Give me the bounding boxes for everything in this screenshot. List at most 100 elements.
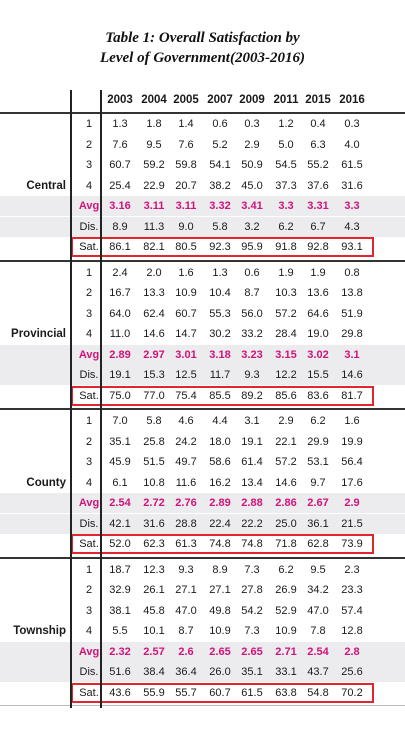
table-cell: 0.6 (212, 118, 228, 130)
table-cell: 22.4 (209, 517, 231, 530)
table-cell: 47.0 (307, 604, 329, 617)
table-row: Sat. 75.0 77.0 75.4 85.5 89.2 85.6 83.6 81.7 (0, 386, 405, 406)
table-cell: 10.9 (175, 287, 197, 299)
row-label: 2 (85, 138, 93, 151)
row-label: Avg (78, 348, 100, 361)
table-row: 4 25.4 22.9 20.7 38.2 45.0 37.3 37.6 31.6 (0, 176, 405, 196)
table-cell: 9.0 (178, 220, 194, 233)
section-name: Provincial (11, 328, 66, 340)
table-cell: 4.6 (178, 415, 194, 427)
table-cell: 29.9 (307, 435, 329, 448)
row-label: 4 (85, 625, 93, 637)
table-cell: 3.18 (209, 348, 231, 361)
row-label: Dis. (79, 220, 99, 233)
table-cell: 1.2 (278, 118, 294, 130)
table-cell: 19.9 (341, 435, 363, 448)
section-rule (0, 408, 405, 410)
table-cell: 4.4 (212, 415, 228, 427)
table-row: 1 2.4 2.0 1.6 1.3 0.6 1.9 1.9 0.8 (0, 263, 405, 283)
table-cell: 2.54 (307, 645, 329, 658)
table-cell: 54.8 (307, 686, 329, 699)
table-cell: 21.5 (341, 517, 363, 530)
table-cell: 12.2 (275, 369, 297, 381)
table-cell: 13.4 (241, 476, 263, 489)
table-row: 2 7.6 9.5 7.6 5.2 2.9 5.0 6.3 4.0 (0, 135, 405, 155)
satisfaction-highlight-box (71, 682, 374, 703)
table-cell: 19.1 (241, 435, 263, 448)
table-row: 3 45.9 51.5 49.7 58.6 61.4 57.2 53.1 56.4 (0, 452, 405, 472)
table-cell: 5.5 (112, 625, 128, 637)
table-cell: 2.0 (146, 266, 162, 279)
table-cell: 54.1 (209, 159, 231, 171)
table-cell: 77.0 (143, 389, 165, 402)
table-cell: 64.6 (307, 307, 329, 320)
table-cell: 3.23 (241, 348, 263, 361)
table-cell: 26.0 (209, 666, 231, 678)
table-cell: 59.8 (175, 159, 197, 171)
year-header: 2003 (107, 94, 133, 106)
table-cell: 10.9 (275, 625, 297, 637)
table-cell: 73.9 (341, 538, 363, 550)
table-cell: 26.9 (275, 584, 297, 596)
row-label: Avg (78, 645, 100, 658)
table-cell: 18.0 (209, 435, 231, 448)
table-cell: 55.2 (307, 159, 329, 171)
section-rule (0, 556, 405, 559)
table-cell: 3.1 (344, 348, 360, 361)
table-cell: 36.1 (307, 517, 329, 530)
table-cell: 2.8 (344, 645, 360, 658)
table-cell: 14.6 (275, 476, 297, 489)
table-cell: 70.2 (341, 686, 363, 699)
label-column-rule (100, 90, 102, 708)
row-label: 3 (85, 307, 93, 320)
table-cell: 0.8 (344, 266, 360, 279)
table-cell: 43.6 (109, 686, 131, 699)
table-cell: 92.3 (209, 241, 231, 253)
table-row: 2 32.9 26.1 27.1 27.1 27.8 26.9 34.2 23.3 (0, 580, 405, 600)
table-cell: 11.6 (175, 476, 197, 489)
table-cell: 51.5 (143, 456, 165, 468)
table-cell: 61.5 (341, 159, 363, 171)
table-cell: 49.8 (209, 604, 231, 617)
table-cell: 3.31 (307, 200, 329, 212)
table-cell: 2.76 (175, 497, 197, 509)
row-label: 2 (85, 584, 93, 596)
table-cell: 1.3 (212, 266, 228, 279)
table-cell: 75.0 (109, 389, 131, 402)
table-cell: 36.4 (175, 666, 197, 678)
table-row: Avg 2.54 2.72 2.76 2.89 2.88 2.86 2.67 2.9 (0, 493, 405, 513)
table-cell: 83.6 (307, 389, 329, 402)
table-row: Avg 2.89 2.97 3.01 3.18 3.23 3.15 3.02 3.1 (0, 344, 405, 365)
table-cell: 23.3 (341, 584, 363, 596)
table-cell: 3.32 (209, 200, 231, 212)
table-cell: 58.6 (209, 456, 231, 468)
section-rule (0, 705, 405, 706)
table-cell: 2.6 (178, 645, 194, 658)
table-cell: 9.3 (178, 563, 194, 576)
title-line-1: Table 1: Overall Satisfaction by (105, 30, 300, 46)
table-cell: 4.3 (344, 220, 360, 233)
table-cell: 33.1 (275, 666, 297, 678)
table-cell: 52.0 (109, 538, 131, 550)
table-cell: 1.8 (146, 118, 162, 130)
table-cell: 54.5 (275, 159, 297, 171)
year-header: 2011 (273, 94, 299, 106)
row-label: 1 (85, 415, 93, 427)
row-label: 4 (85, 328, 93, 340)
table-cell: 19.1 (109, 369, 131, 381)
table-cell: 10.9 (209, 625, 231, 637)
header-rule (0, 112, 405, 114)
row-label: 4 (85, 179, 93, 192)
table-cell: 61.4 (241, 456, 263, 468)
table-cell: 14.6 (143, 328, 165, 340)
row-label: 1 (85, 563, 93, 576)
table-cell: 3.02 (307, 348, 329, 361)
table-cell: 0.6 (244, 266, 260, 279)
table-cell: 1.6 (178, 266, 194, 279)
table-cell: 20.7 (175, 179, 197, 192)
table-cell: 85.5 (209, 389, 231, 402)
table-cell: 6.3 (310, 138, 326, 151)
table-cell: 38.4 (143, 666, 165, 678)
row-label: Dis. (79, 517, 99, 530)
table-row: Sat. 43.6 55.9 55.7 60.7 61.5 63.8 54.8 70.2 (0, 683, 405, 703)
